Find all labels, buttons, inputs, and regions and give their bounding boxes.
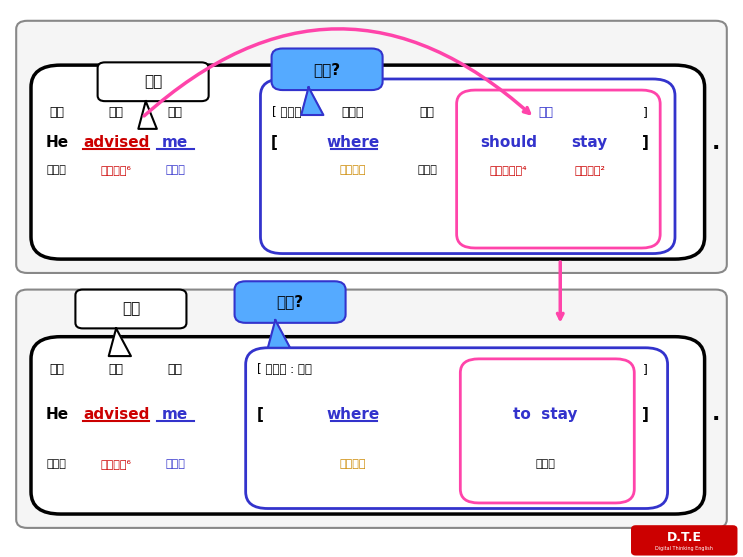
- Text: D.T.E: D.T.E: [666, 531, 701, 544]
- Polygon shape: [108, 329, 131, 356]
- FancyBboxPatch shape: [16, 21, 727, 273]
- Text: [: [: [257, 407, 264, 422]
- FancyBboxPatch shape: [235, 281, 345, 323]
- Text: to  stay: to stay: [513, 407, 578, 422]
- Text: 수식어: 수식어: [342, 106, 364, 119]
- Text: 주어: 주어: [420, 106, 435, 119]
- Text: 대명사: 대명사: [417, 165, 437, 175]
- Text: Digital Thinking English: Digital Thinking English: [655, 546, 713, 551]
- FancyBboxPatch shape: [75, 290, 186, 329]
- Polygon shape: [138, 101, 157, 129]
- FancyBboxPatch shape: [246, 348, 668, 509]
- Text: 의문부사: 의문부사: [340, 459, 366, 469]
- Text: where: where: [326, 407, 380, 422]
- Text: me: me: [162, 135, 189, 150]
- FancyBboxPatch shape: [461, 359, 635, 503]
- Text: 정형조동사⁴: 정형조동사⁴: [490, 165, 528, 175]
- FancyBboxPatch shape: [457, 90, 661, 248]
- FancyBboxPatch shape: [261, 79, 675, 253]
- Text: ]: ]: [643, 364, 648, 377]
- Text: .: .: [712, 404, 720, 424]
- Text: 동사원형²: 동사원형²: [574, 165, 606, 175]
- Text: 간목: 간목: [168, 364, 183, 377]
- Text: 동사: 동사: [108, 364, 123, 377]
- Text: [: [: [270, 135, 277, 150]
- FancyBboxPatch shape: [31, 65, 704, 259]
- FancyBboxPatch shape: [632, 526, 736, 555]
- Text: He: He: [45, 407, 68, 422]
- Text: 의문부사: 의문부사: [340, 165, 366, 175]
- Text: ]: ]: [642, 135, 649, 150]
- Polygon shape: [301, 87, 323, 115]
- Text: [ 명사절 :: [ 명사절 :: [272, 106, 308, 119]
- FancyBboxPatch shape: [16, 290, 727, 528]
- Text: me: me: [162, 407, 189, 422]
- Text: 무엇?: 무엇?: [276, 295, 304, 310]
- Text: 정형동사⁶: 정형동사⁶: [101, 459, 132, 469]
- Text: [ 명사구 : 직목: [ 명사구 : 직목: [257, 364, 311, 377]
- Text: .: .: [712, 133, 720, 153]
- Text: 동사: 동사: [538, 106, 553, 119]
- Text: 대명사: 대명사: [47, 459, 67, 469]
- Text: He: He: [45, 135, 68, 150]
- Text: 주어: 주어: [49, 106, 65, 119]
- Text: 대명사: 대명사: [166, 165, 185, 175]
- Text: ]: ]: [642, 407, 649, 422]
- FancyBboxPatch shape: [272, 48, 383, 90]
- Polygon shape: [268, 320, 290, 348]
- Text: 대명사: 대명사: [166, 459, 185, 469]
- Text: where: where: [326, 135, 380, 150]
- Text: should: should: [480, 135, 537, 150]
- Text: 주절: 주절: [144, 74, 162, 89]
- Text: 주절: 주절: [122, 301, 140, 316]
- Text: advised: advised: [83, 135, 149, 150]
- Text: 동사: 동사: [108, 106, 123, 119]
- Text: 대명사: 대명사: [47, 165, 67, 175]
- Text: 정형동사⁶: 정형동사⁶: [101, 165, 132, 175]
- Text: 무엇?: 무엇?: [314, 62, 340, 77]
- FancyBboxPatch shape: [31, 336, 704, 514]
- FancyBboxPatch shape: [97, 62, 209, 101]
- Text: 간목: 간목: [168, 106, 183, 119]
- Text: 명사구: 명사구: [536, 459, 555, 469]
- Text: 주어: 주어: [49, 364, 65, 377]
- Text: stay: stay: [572, 135, 608, 150]
- Text: ]: ]: [643, 106, 648, 119]
- Text: advised: advised: [83, 407, 149, 422]
